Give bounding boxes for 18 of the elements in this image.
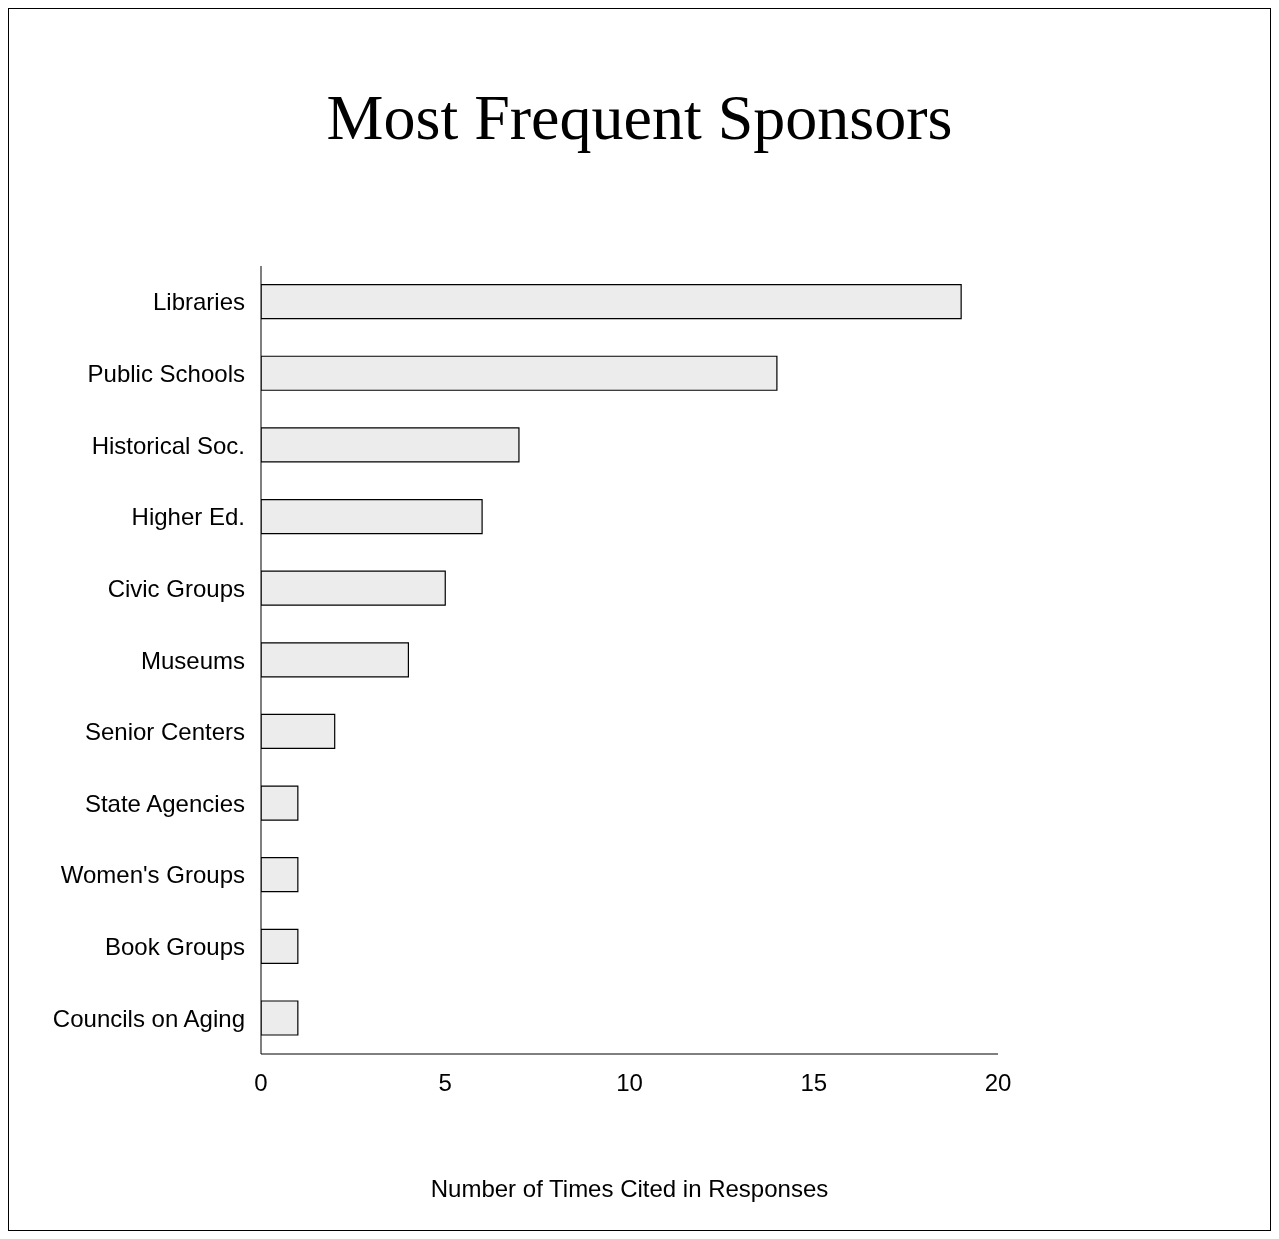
y-tick-label: Public Schools xyxy=(87,359,245,387)
chart-title: Most Frequent Sponsors xyxy=(325,81,954,155)
y-tick-label: Civic Groups xyxy=(107,574,245,602)
y-tick-label: Higher Ed. xyxy=(131,503,245,531)
y-tick-label: Historical Soc. xyxy=(91,431,245,459)
y-tick-label: Councils on Aging xyxy=(52,1004,245,1032)
y-tick-label: Museums xyxy=(140,646,245,674)
y-tick-label: Libraries xyxy=(152,288,245,316)
y-tick-label: Senior Centers xyxy=(84,718,245,746)
x-tick-label: 15 xyxy=(800,1069,828,1097)
x-tick-label: 20 xyxy=(984,1069,1012,1097)
x-tick-label: 10 xyxy=(616,1069,643,1097)
x-tick-label: 0 xyxy=(254,1069,268,1097)
y-tick-label: State Agencies xyxy=(84,789,245,817)
y-tick-label: Book Groups xyxy=(104,933,245,961)
x-axis-title: Number of Times Cited in Responses xyxy=(429,1175,830,1203)
y-tick-label: Women's Groups xyxy=(60,861,245,889)
x-tick-label: 5 xyxy=(438,1069,452,1097)
